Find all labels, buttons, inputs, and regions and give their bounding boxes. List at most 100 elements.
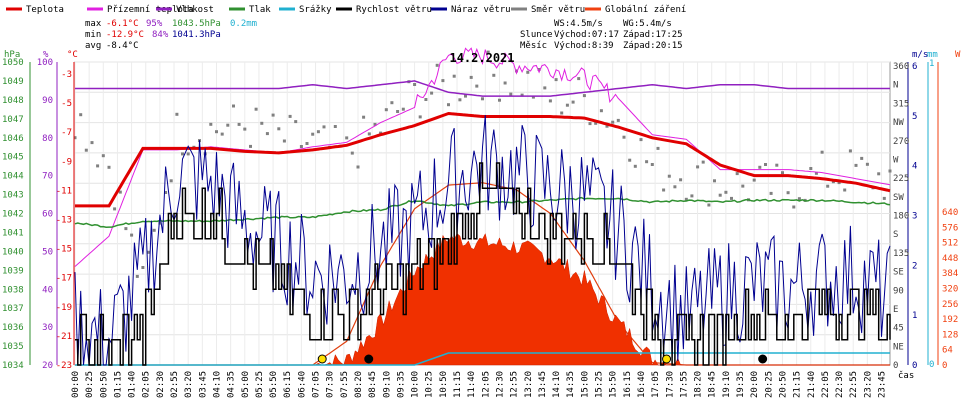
time-tick-label: 10:00 bbox=[411, 371, 421, 398]
wind-direction-point bbox=[537, 68, 541, 71]
wind-direction-point bbox=[882, 196, 886, 200]
wind-direction-point bbox=[243, 127, 247, 131]
wind-direction-point bbox=[305, 142, 309, 145]
wind-direction-point bbox=[820, 150, 824, 154]
wind-speed-tick-label: 5 bbox=[912, 112, 917, 122]
radiation-tick-label: 512 bbox=[942, 239, 958, 249]
humidity-tick-label: 30 bbox=[42, 323, 53, 333]
time-tick-label: 07:30 bbox=[326, 371, 336, 398]
wind-direction-point bbox=[413, 83, 417, 86]
wind-direction-point bbox=[265, 132, 269, 136]
time-tick-label: 06:15 bbox=[283, 371, 293, 398]
wind-direction-point bbox=[175, 112, 179, 116]
time-tick-label: 23:20 bbox=[863, 371, 873, 398]
wind-direction-point bbox=[464, 94, 467, 98]
stat-moon-set: Západ:20:15 bbox=[623, 41, 683, 51]
time-tick-label: 20:00 bbox=[750, 371, 760, 398]
wind-direction-point bbox=[645, 160, 649, 164]
wind-direction-point bbox=[107, 165, 111, 169]
time-tick-label: 14:35 bbox=[566, 371, 576, 398]
wind-direction-point bbox=[826, 184, 830, 188]
radiation-tick-label: 0 bbox=[942, 361, 947, 371]
wind-direction-point bbox=[169, 179, 173, 183]
time-tick-label: 02:55 bbox=[170, 371, 180, 398]
time-tick-label: 19:35 bbox=[736, 371, 746, 398]
wind-direction-point bbox=[679, 178, 683, 182]
pressure-tick-label: 1049 bbox=[2, 77, 24, 87]
rain-tick-label: 0 bbox=[929, 360, 934, 370]
radiation-axis-unit: W bbox=[955, 50, 961, 60]
wind-direction-point bbox=[656, 146, 660, 150]
wind-direction-point bbox=[752, 178, 756, 182]
wind-direction-point bbox=[814, 171, 818, 175]
time-tick-label: 06:40 bbox=[297, 371, 307, 398]
wind-direction-point bbox=[769, 191, 773, 195]
wind-direction-point bbox=[543, 86, 547, 90]
radiation-tick-label: 64 bbox=[942, 346, 953, 356]
wind-direction-point bbox=[141, 266, 145, 269]
time-tick-label: 16:40 bbox=[637, 371, 647, 398]
pressure-tick-label: 1050 bbox=[2, 58, 24, 68]
temperature-tick-label: -9 bbox=[61, 157, 72, 167]
temperature-tick-label: -7 bbox=[61, 128, 72, 138]
time-tick-label: 01:40 bbox=[128, 371, 138, 398]
wind-direction-point bbox=[181, 152, 184, 156]
wind-direction-point bbox=[594, 121, 598, 125]
wind-direction-tick-label: 0 bbox=[893, 361, 898, 371]
wind-direction-point bbox=[345, 136, 349, 140]
wind-direction-tick-label: 315 bbox=[893, 99, 909, 109]
temperature-tick-label: -15 bbox=[56, 245, 72, 255]
pressure-tick-label: 1042 bbox=[2, 210, 24, 220]
wind-direction-point bbox=[797, 197, 801, 201]
wind-direction-point bbox=[611, 120, 615, 124]
wind-direction-tick-label: NW bbox=[893, 118, 904, 128]
wind-direction-point bbox=[786, 191, 790, 195]
radiation-tick-label: 448 bbox=[942, 254, 958, 264]
wind-direction-point bbox=[373, 122, 377, 126]
pressure-tick-label: 1044 bbox=[2, 172, 24, 182]
wind-speed-axis-unit: m/s bbox=[912, 50, 928, 60]
temperature-tick-label: -3 bbox=[61, 70, 72, 80]
wind-direction-point bbox=[458, 98, 462, 102]
legend-label: Srážky bbox=[299, 5, 332, 15]
wind-direction-point bbox=[758, 165, 762, 169]
wind-direction-point bbox=[809, 167, 813, 170]
wind-direction-point bbox=[333, 125, 337, 128]
wind-direction-point bbox=[186, 152, 190, 156]
radiation-tick-label: 320 bbox=[942, 285, 958, 295]
wind-direction-point bbox=[288, 114, 292, 118]
humidity-tick-label: 90 bbox=[42, 96, 53, 106]
pressure-tick-label: 1034 bbox=[2, 361, 24, 371]
rain-axis-unit: mm bbox=[927, 50, 938, 60]
wind-gust-line bbox=[74, 115, 891, 366]
time-tick-label: 12:30 bbox=[495, 371, 505, 398]
time-tick-label: 07:05 bbox=[312, 371, 322, 398]
time-tick-label: 18:45 bbox=[708, 371, 718, 398]
wind-direction-point bbox=[633, 164, 637, 168]
wind-direction-point bbox=[764, 163, 767, 166]
moonrise-marker bbox=[364, 354, 374, 364]
radiation-tick-label: 192 bbox=[942, 315, 958, 325]
wind-direction-tick-label: 225 bbox=[893, 174, 909, 184]
wind-direction-tick-label: S bbox=[893, 230, 898, 240]
time-tick-label: 17:05 bbox=[651, 371, 661, 398]
wind-direction-point bbox=[498, 98, 501, 102]
time-tick-label: 15:25 bbox=[595, 371, 605, 398]
time-tick-label: 13:45 bbox=[538, 371, 548, 398]
wind-direction-point bbox=[435, 63, 439, 67]
pressure-tick-label: 1039 bbox=[2, 266, 24, 276]
wind-direction-point bbox=[424, 98, 428, 101]
wind-direction-point bbox=[249, 144, 252, 148]
legend-label: Globální záření bbox=[605, 5, 686, 15]
time-tick-label: 00:50 bbox=[99, 371, 109, 398]
temperature-line bbox=[75, 111, 891, 208]
wind-direction-point bbox=[390, 101, 394, 105]
time-tick-label: 00:00 bbox=[71, 371, 81, 398]
wind-direction-point bbox=[571, 100, 575, 104]
wind-direction-tick-label: 270 bbox=[893, 137, 909, 147]
wind-direction-point bbox=[865, 162, 869, 166]
wind-speed-line bbox=[75, 162, 891, 366]
wind-direction-point bbox=[447, 103, 450, 107]
wind-direction-point bbox=[877, 172, 881, 176]
time-tick-label: 05:50 bbox=[269, 371, 279, 398]
